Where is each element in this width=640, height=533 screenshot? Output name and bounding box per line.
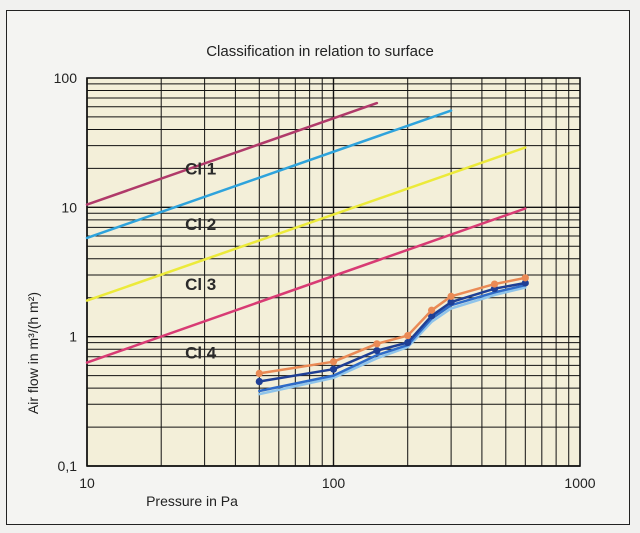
x-axis-label: Pressure in Pa bbox=[146, 493, 238, 509]
y-tick-label: 10 bbox=[61, 199, 77, 215]
series-line bbox=[258, 281, 527, 383]
data-point bbox=[373, 340, 381, 348]
class-label: Cl 2 bbox=[185, 215, 216, 234]
data-point bbox=[404, 338, 412, 347]
data-point bbox=[447, 292, 455, 300]
data-point bbox=[447, 298, 455, 306]
class-label: Cl 1 bbox=[185, 159, 216, 178]
series-line bbox=[258, 283, 527, 393]
y-tick-label: 1 bbox=[69, 329, 77, 345]
series-line bbox=[258, 276, 527, 375]
y-axis-label: Air flow in m³/(h m²) bbox=[25, 292, 41, 414]
data-point bbox=[521, 279, 529, 287]
data-point bbox=[490, 280, 499, 288]
data-point bbox=[329, 358, 338, 366]
plot-border bbox=[86, 77, 581, 467]
plot-area bbox=[86, 77, 581, 467]
series-layer bbox=[85, 101, 529, 396]
data-point bbox=[255, 377, 263, 386]
tick-labels: 10 100 1000 0,1 1 10 100 bbox=[54, 70, 596, 491]
x-tick-label: 10 bbox=[79, 475, 95, 491]
series-line bbox=[85, 101, 379, 206]
series-line bbox=[85, 207, 527, 364]
class-label: Cl 3 bbox=[185, 275, 216, 294]
series-line bbox=[258, 286, 527, 396]
class-label: Cl 4 bbox=[185, 343, 217, 362]
x-tick-label: 100 bbox=[322, 475, 346, 491]
series-line bbox=[85, 109, 453, 240]
data-point bbox=[521, 274, 529, 282]
data-point bbox=[329, 365, 338, 373]
data-point bbox=[427, 306, 436, 314]
y-tick-label: 100 bbox=[54, 70, 78, 86]
x-tick-label: 1000 bbox=[564, 475, 595, 491]
data-point bbox=[255, 369, 263, 377]
series-line bbox=[85, 146, 527, 302]
y-tick-label: 0,1 bbox=[58, 458, 78, 474]
data-point bbox=[373, 347, 381, 355]
class-labels: Cl 1 Cl 2 Cl 3 Cl 4 bbox=[185, 159, 217, 362]
data-point bbox=[404, 331, 412, 340]
chart-title: Classification in relation to surface bbox=[206, 43, 434, 60]
